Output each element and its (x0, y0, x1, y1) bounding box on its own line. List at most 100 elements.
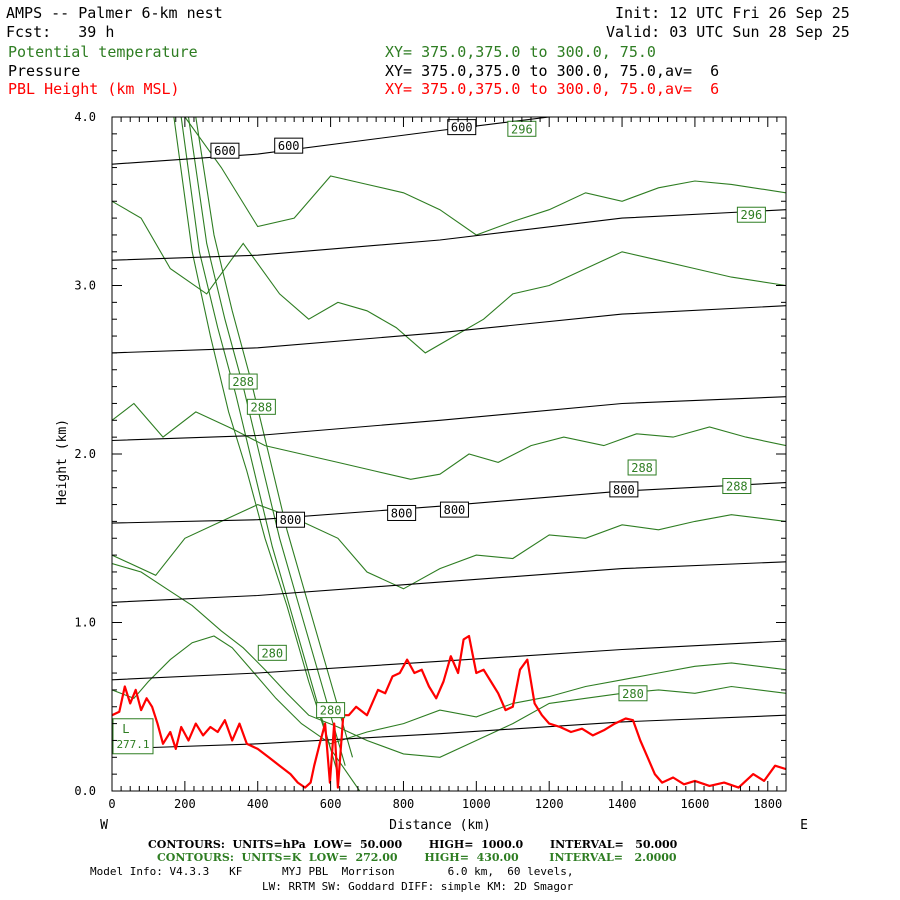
y-tick-label: 4.0 (74, 110, 96, 124)
pressure-contour-label-text: 800 (444, 503, 466, 517)
theta-contour-label: 288 (722, 478, 752, 495)
theta-contour-label: 296 (736, 206, 766, 223)
axis-ticks: 0 200 400 600 800 1000 1200 1400 1600 1800 0.0 1.0 2… (74, 110, 787, 811)
pressure-contour-900 (112, 640, 786, 681)
theta-contour-label-text: 280 (320, 704, 342, 718)
x-tick-label: 1000 (462, 797, 491, 811)
pressure-contour-750 (112, 396, 786, 442)
pressure-contour-label-box (274, 137, 304, 154)
x-tick-label: 1800 (753, 797, 782, 811)
theta-contour-label-text: 288 (631, 461, 653, 475)
theta-contour-line (184, 117, 786, 236)
field-pressure-label: Pressure (8, 62, 81, 80)
theta-contour-label: 296 (507, 120, 537, 137)
y-tick-label: 1.0 (74, 616, 96, 630)
x-tick-label: 0 (108, 797, 115, 811)
y-tick-label: 0.0 (74, 784, 96, 798)
pressure-contour-label-box (210, 142, 240, 159)
pressure-contour-label-text: 600 (214, 144, 236, 158)
theta-contour-label: 280 (257, 644, 287, 661)
theta-contour-label-text: 280 (622, 687, 644, 701)
theta-contour-label: 280 (618, 685, 648, 702)
y-axis-title: Height (km) (55, 419, 70, 505)
pressure-contours (112, 117, 786, 750)
theta-contour-line (112, 504, 786, 590)
pressure-contour-label-box (447, 119, 477, 136)
theta-contour-line (180, 117, 339, 775)
theta-contour-label-box (316, 702, 346, 719)
theta-contour-label-text: 296 (741, 208, 763, 222)
y-tick-label: 2.0 (74, 447, 96, 461)
valid-time: Valid: 03 UTC Sun 28 Sep 25 (606, 23, 850, 41)
x-tick-label: 400 (247, 797, 269, 811)
pressure-contour-label-text: 800 (391, 506, 413, 520)
theta-contour-line (173, 117, 361, 791)
theta-contour-line (187, 117, 346, 766)
low-marker-box (112, 718, 154, 755)
pressure-contour-label: 800 (387, 504, 417, 521)
field-pbl-label: PBL Height (km MSL) (8, 80, 180, 98)
pressure-contour-label: 600 (447, 119, 477, 136)
low-marker-value: 277.1 (116, 738, 149, 751)
low-marker: L 277.1 (112, 718, 154, 755)
theta-contour-label-text: 288 (232, 375, 254, 389)
theta-contour-line (195, 117, 354, 758)
theta-contour-label: 288 (627, 459, 657, 476)
theta-contour-label: 288 (246, 398, 276, 415)
footer-theta-contours: CONTOURS: UNITS=K LOW= 272.00 HIGH= 430.… (157, 851, 677, 864)
pressure-contour-label-box (276, 511, 306, 528)
theta-contour-label-box (722, 478, 752, 495)
pressure-contour-800 (112, 482, 786, 524)
pbl-height-line (112, 634, 786, 789)
plot-frame (111, 116, 787, 792)
theta-contour-label-box (228, 373, 258, 390)
theta-contour-label-box (736, 206, 766, 223)
xy-pressure: XY= 375.0,375.0 to 300.0, 75.0,av= 6 (385, 62, 720, 80)
forecast-hour: Fcst: 39 h (6, 23, 115, 41)
pressure-contour-label: 800 (439, 501, 469, 518)
header-title: AMPS -- Palmer 6-km nest (6, 4, 223, 22)
contour-labels: 600 600 600 800 800 800 800 296 296 288 288 288 288 2… (112, 119, 766, 755)
pressure-contour-label: 600 (274, 137, 304, 154)
theta-contour-label-text: 296 (511, 122, 533, 136)
theta-contour-label-text: 288 (726, 480, 748, 494)
x-tick-label: 1400 (608, 797, 637, 811)
theta-contour-label: 288 (228, 373, 258, 390)
theta-contour-label-box (257, 644, 287, 661)
x-tick-label: 800 (393, 797, 415, 811)
theta-contour-label: 280 (316, 702, 346, 719)
theta-contours (112, 117, 786, 791)
pressure-contour-950 (112, 714, 786, 750)
pressure-contour-label-text: 600 (451, 121, 473, 135)
footer-physics-info: LW: RRTM SW: Goddard DIFF: simple KM: 2D… (262, 880, 574, 893)
pressure-contour-label-box (609, 481, 639, 498)
pressure-contour-label-box (387, 504, 417, 521)
x-tick-label: 1600 (680, 797, 709, 811)
pressure-contour-label-box (439, 501, 469, 518)
end-label-east: E (800, 818, 808, 833)
pressure-contour-label: 800 (276, 511, 306, 528)
x-tick-label: 600 (320, 797, 342, 811)
field-theta-label: Potential temperature (8, 43, 198, 61)
pressure-contour-label-text: 800 (613, 483, 635, 497)
theta-contour-label-box (246, 398, 276, 415)
x-tick-label: 1200 (535, 797, 564, 811)
init-time: Init: 12 UTC Fri 26 Sep 25 (615, 4, 850, 22)
xy-theta: XY= 375.0,375.0 to 300.0, 75.0 (385, 43, 656, 61)
footer-model-info: Model Info: V4.3.3 KF MYJ PBL Morrison 6… (90, 865, 574, 878)
low-marker-letter: L (122, 722, 129, 736)
pressure-contour-label-text: 600 (278, 139, 300, 153)
theta-contour-label-text: 288 (251, 400, 273, 414)
pressure-contour-label-text: 800 (280, 513, 302, 527)
y-tick-label: 3.0 (74, 279, 96, 293)
pressure-contour-850 (112, 561, 786, 603)
pressure-contour-label: 600 (210, 142, 240, 159)
theta-contour-label-text: 280 (261, 646, 283, 660)
pressure-contour-700 (112, 305, 786, 354)
x-axis-title: Distance (km) (389, 818, 491, 833)
footer-pressure-contours: CONTOURS: UNITS=hPa LOW= 50.000 HIGH= 10… (148, 838, 678, 851)
pressure-contour-600 (112, 117, 786, 165)
x-tick-label: 200 (174, 797, 196, 811)
pressure-contour-label: 800 (609, 481, 639, 498)
